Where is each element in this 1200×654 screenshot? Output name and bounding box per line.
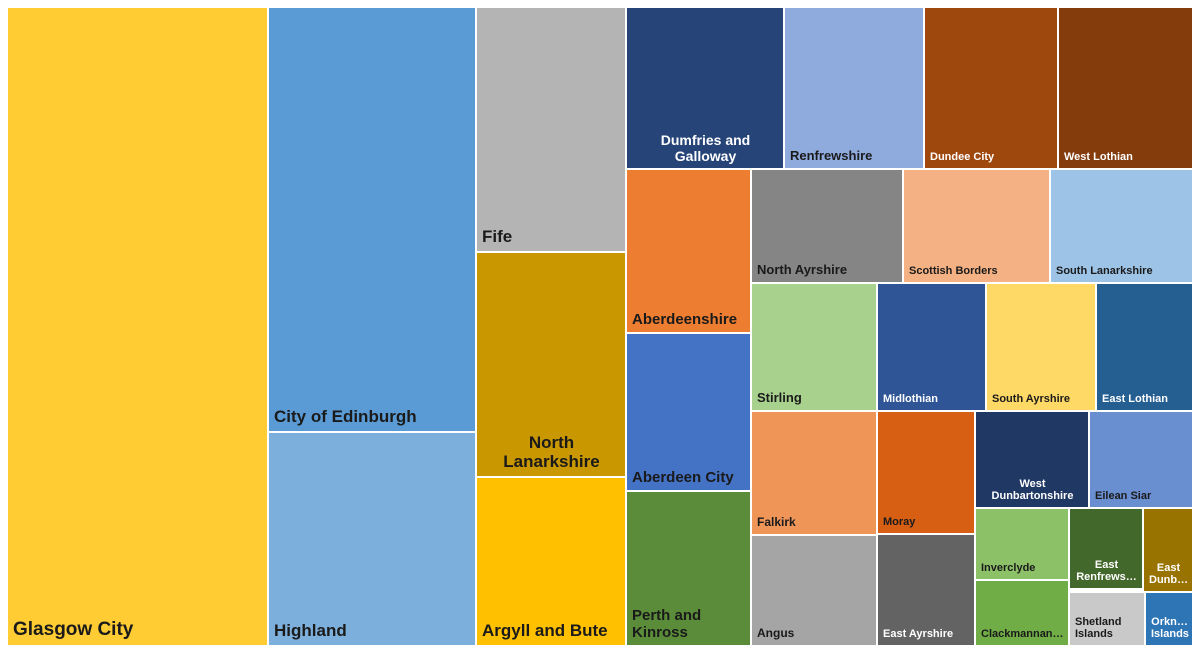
treemap-tile-label: Aberdeenshire	[632, 310, 738, 328]
treemap-tile-falkirk: Falkirk	[751, 411, 877, 535]
treemap-tile-label: City of Edinburgh	[274, 407, 417, 427]
treemap-tile-label: Midlothian	[883, 393, 938, 406]
treemap-tile-label: Fife	[482, 227, 513, 247]
treemap-tile-label: East Renfrews…	[1076, 558, 1137, 584]
treemap-tile-stirling: Stirling	[751, 283, 877, 411]
treemap-tile-label: East Ayrshire	[883, 628, 954, 641]
treemap-tile-east-ayrshire: East Ayrshire	[877, 534, 975, 646]
treemap-tile-label: West Dunbartonshire	[991, 477, 1074, 503]
treemap-tile-label: Inverclyde	[981, 562, 1036, 575]
treemap-tile-label: Dumfries and Galloway	[660, 131, 751, 164]
treemap-tile-east-renfrews: East Renfrews…	[1069, 508, 1143, 589]
treemap-tile-renfrewshire: Renfrewshire	[784, 7, 924, 169]
treemap-tile-label: West Lothian	[1064, 151, 1133, 164]
treemap-tile-eilean-siar: Eilean Siar	[1089, 411, 1193, 508]
treemap-tile-angus: Angus	[751, 535, 877, 646]
treemap-tile-label: Orkn… Islands	[1151, 615, 1189, 641]
treemap-tile-label: South Ayrshire	[992, 393, 1071, 406]
treemap-tile-west-lothian: West Lothian	[1058, 7, 1193, 169]
treemap-tile-orkn-islands: Orkn… Islands	[1145, 592, 1193, 646]
treemap-tile-label: Highland	[274, 621, 347, 641]
treemap-tile-east-dunb: East Dunb…	[1143, 508, 1193, 592]
treemap-tile-label: Shetland Islands	[1075, 615, 1122, 641]
treemap-tile-dumfries-and-galloway: Dumfries and Galloway	[626, 7, 784, 169]
treemap-tile-glasgow-city: Glasgow City	[7, 7, 268, 646]
treemap-tile-label: Perth and Kinross	[632, 606, 702, 641]
treemap-tile-label: East Lothian	[1102, 393, 1169, 406]
treemap-tile-scottish-borders: Scottish Borders	[903, 169, 1050, 283]
treemap-tile-midlothian: Midlothian	[877, 283, 986, 411]
treemap-tile-north-ayrshire: North Ayrshire	[751, 169, 903, 283]
treemap-tile-fife: Fife	[476, 7, 626, 252]
treemap-tile-south-lanarkshire: South Lanarkshire	[1050, 169, 1193, 283]
treemap-tile-moray: Moray	[877, 411, 975, 534]
treemap-tile-label: Angus	[757, 626, 795, 641]
treemap-tile-label: Clackmannan…	[981, 628, 1064, 641]
treemap-tile-highland: Highland	[268, 432, 476, 646]
treemap-tile-label: Glasgow City	[13, 619, 134, 641]
treemap-tile-south-ayrshire: South Ayrshire	[986, 283, 1096, 411]
treemap-tile-aberdeenshire: Aberdeenshire	[626, 169, 751, 333]
treemap-tile-aberdeen-city: Aberdeen City	[626, 333, 751, 491]
treemap-tile-label: Moray	[883, 516, 916, 529]
treemap-tile-clackmannan: Clackmannan…	[975, 580, 1069, 646]
treemap-tile-inverclyde: Inverclyde	[975, 508, 1069, 580]
treemap-tile-label: Dundee City	[930, 151, 995, 164]
treemap-tile-label: South Lanarkshire	[1056, 265, 1153, 278]
treemap-tile-city-of-edinburgh: City of Edinburgh	[268, 7, 476, 432]
treemap-tile-label: North Ayrshire	[757, 262, 848, 278]
treemap-tile-east-lothian: East Lothian	[1096, 283, 1193, 411]
treemap-tile-label: Renfrewshire	[790, 148, 873, 164]
treemap-tile-label: East Dunb…	[1149, 561, 1189, 587]
treemap-tile-label: North Lanarkshire	[503, 432, 600, 472]
treemap-tile-label: Falkirk	[757, 515, 796, 530]
treemap-tile-argyll-and-bute: Argyll and Bute	[476, 477, 626, 646]
treemap-tile-label: Argyll and Bute	[482, 621, 608, 641]
treemap-tile-west-dunbartonshire: West Dunbartonshire	[975, 411, 1089, 508]
treemap-tile-dundee-city: Dundee City	[924, 7, 1058, 169]
treemap-tile-label: Scottish Borders	[909, 265, 998, 278]
treemap-tile-shetland-islands: Shetland Islands	[1069, 592, 1145, 646]
treemap-tile-perth-and-kinross: Perth and Kinross	[626, 491, 751, 646]
treemap-tile-label: Aberdeen City	[632, 468, 734, 486]
treemap-tile-north-lanarkshire: North Lanarkshire	[476, 252, 626, 477]
treemap-tile-label: Eilean Siar	[1095, 490, 1152, 503]
treemap-tile-label: Stirling	[757, 390, 802, 406]
